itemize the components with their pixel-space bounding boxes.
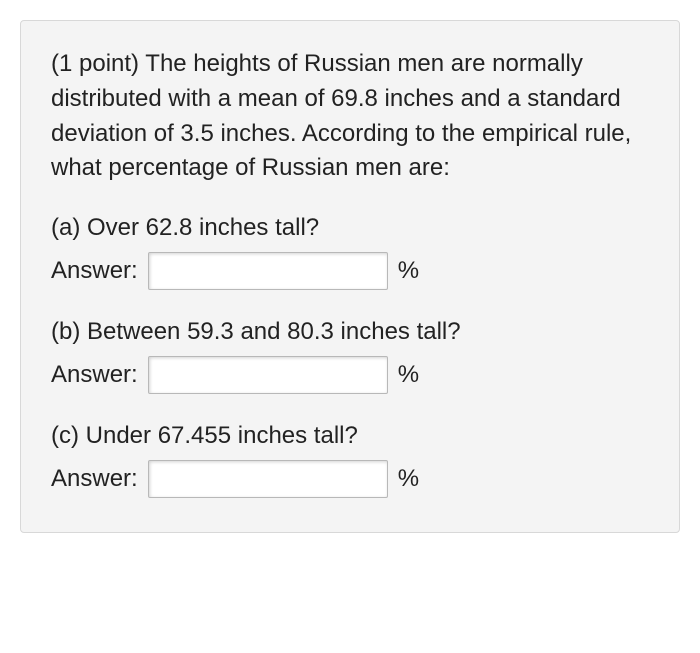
answer-label: Answer: [51,257,138,285]
part-b-answer-row: Answer: % [51,356,649,394]
part-c-answer-row: Answer: % [51,460,649,498]
percent-unit: % [398,465,419,493]
part-a-answer-input[interactable] [148,252,388,290]
question-part-a: (a) Over 62.8 inches tall? Answer: % [51,214,649,290]
part-c-answer-input[interactable] [148,460,388,498]
answer-label: Answer: [51,361,138,389]
percent-unit: % [398,361,419,389]
part-c-label: (c) Under 67.455 inches tall? [51,422,649,450]
part-a-answer-row: Answer: % [51,252,649,290]
percent-unit: % [398,257,419,285]
part-a-label: (a) Over 62.8 inches tall? [51,214,649,242]
part-b-label: (b) Between 59.3 and 80.3 inches tall? [51,318,649,346]
question-prompt: (1 point) The heights of Russian men are… [51,47,649,186]
question-part-c: (c) Under 67.455 inches tall? Answer: % [51,422,649,498]
answer-label: Answer: [51,465,138,493]
question-part-b: (b) Between 59.3 and 80.3 inches tall? A… [51,318,649,394]
part-b-answer-input[interactable] [148,356,388,394]
question-box: (1 point) The heights of Russian men are… [20,20,680,533]
